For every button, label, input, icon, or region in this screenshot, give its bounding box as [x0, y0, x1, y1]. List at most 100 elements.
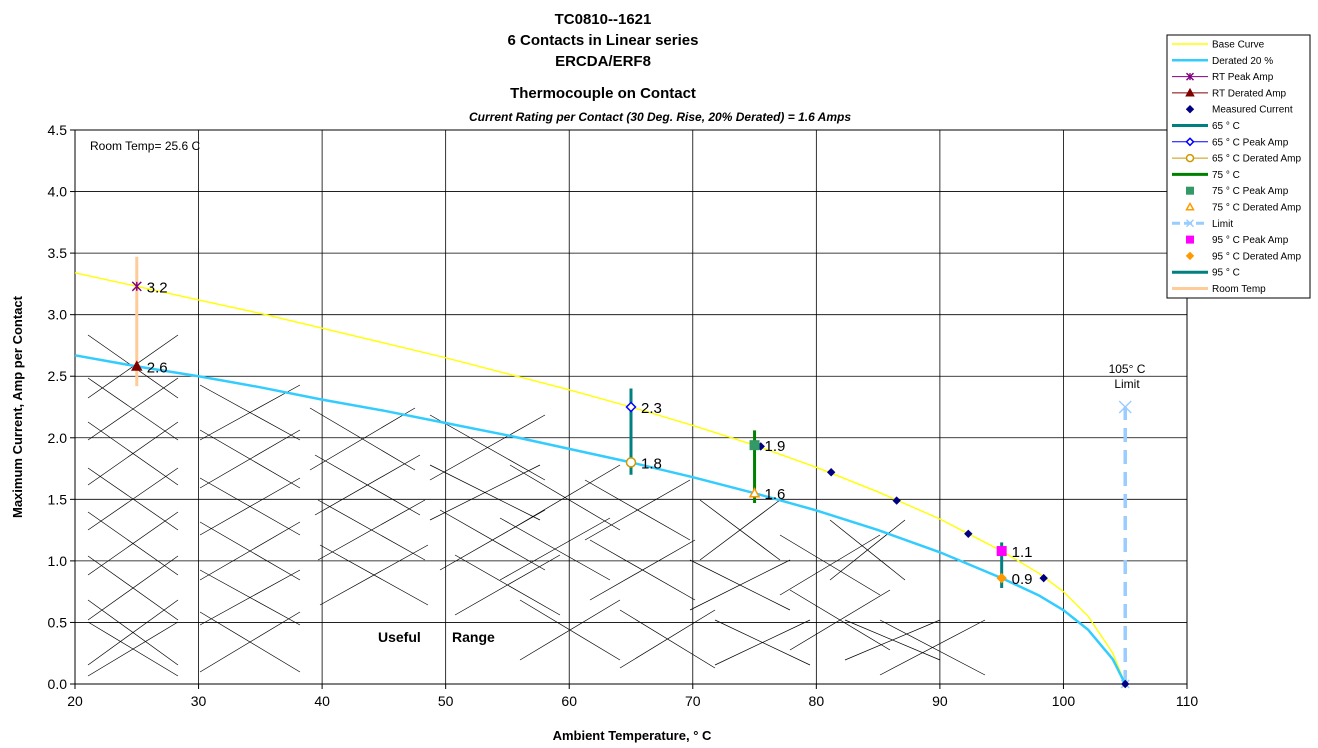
limit-note-line-1: 105° C: [1109, 362, 1146, 376]
series-75-c-peak-amp-point: [749, 440, 760, 451]
legend-symbol: [1172, 87, 1208, 97]
series-measured-current-point: [1121, 679, 1130, 689]
series-limit-marker: [1118, 400, 1132, 414]
hatch-line: [589, 539, 696, 601]
x-tick-label: 90: [932, 693, 948, 709]
legend-symbol: [1172, 153, 1208, 163]
chart-title-line-4: Thermocouple on Contact: [510, 85, 696, 102]
data-label: 1.8: [641, 455, 662, 472]
chart-titles: TC0810--1621 6 Contacts in Linear series…: [469, 11, 851, 124]
hatch-line: [87, 555, 179, 621]
hatch-line: [199, 569, 301, 626]
hatch-line: [509, 464, 621, 531]
x-tick-label: 110: [1176, 693, 1199, 709]
y-tick-label: 3.0: [48, 307, 68, 323]
grid: [74, 129, 1188, 685]
y-tick-label: 2.5: [48, 368, 68, 384]
hatch-line: [879, 619, 986, 676]
axis-ticks: 20 30 40 50 60 70 80 90 100 110 0.0 0.5 1.0 1.5 2.0 2.5…: [48, 122, 1199, 709]
legend-symbol: [1186, 235, 1194, 244]
hatch-line: [619, 609, 716, 669]
legend-label: 65 ° C Peak Amp: [1212, 137, 1289, 148]
data-label: 1.1: [1012, 544, 1033, 561]
legend-marker: [1185, 251, 1195, 261]
legend-marker: [1185, 201, 1195, 211]
hatch-line: [829, 519, 906, 581]
data-label: 2.3: [641, 400, 662, 417]
data-label: 1.6: [765, 486, 786, 503]
hatch-line: [789, 589, 891, 651]
legend-label: Limit: [1212, 219, 1233, 230]
hatch-line: [87, 621, 179, 677]
hatch-line: [317, 499, 426, 561]
chart-title-line-2: 6 Contacts in Linear series: [508, 32, 699, 49]
y-tick-label: 1.0: [48, 553, 68, 569]
chart-title-line-3: ERCDA/ERF8: [555, 53, 651, 70]
x-tick-label: 30: [191, 693, 207, 709]
legend-symbol: [1185, 251, 1195, 261]
chart-title-line-1: TC0810--1621: [555, 11, 652, 28]
series-65-c-derated-amp-point: [625, 457, 637, 468]
useful-label: Useful: [378, 629, 421, 645]
data-label: 0.9: [1012, 571, 1033, 588]
room-temp-note: Room Temp= 25.6 C: [90, 139, 201, 153]
series-derated-20: [74, 354, 1127, 685]
hatch-line: [314, 454, 421, 516]
legend: Base Curve Derated 20 % RT Peak Amp RT Dera…: [1166, 34, 1311, 299]
hatch-line: [87, 511, 179, 576]
series-measured-current-point: [964, 529, 973, 539]
series-measured-current-point: [826, 468, 836, 477]
legend-label: Room Temp: [1212, 284, 1266, 295]
x-tick-label: 60: [561, 693, 577, 709]
series-measured-current-point: [1039, 573, 1048, 583]
legend-label: 75 ° C Peak Amp: [1212, 186, 1289, 197]
hatch-line: [199, 429, 301, 489]
series-95-c-peak-amp-point: [996, 546, 1007, 557]
legend-marker: [1186, 72, 1194, 81]
legend-marker: [1186, 235, 1194, 244]
y-tick-label: 0.0: [48, 676, 68, 692]
data-label: 1.9: [765, 438, 786, 455]
hatch-line: [519, 599, 621, 661]
legend-label: RT Derated Amp: [1212, 88, 1287, 99]
hatch-line: [87, 599, 179, 666]
legend-label: 95 ° C Derated Amp: [1212, 251, 1301, 262]
legend-marker: [1185, 153, 1195, 163]
hatch-line: [779, 534, 881, 596]
y-tick-label: 1.5: [48, 491, 68, 507]
legend-label: 95 ° C: [1212, 268, 1240, 279]
limit-note-line-2: Limit: [1114, 377, 1140, 391]
legend-symbol: [1185, 104, 1195, 114]
hatch-line: [199, 384, 301, 441]
x-tick-label: 20: [67, 693, 83, 709]
y-tick-label: 0.5: [48, 614, 68, 630]
data-label: 3.2: [147, 279, 168, 296]
x-tick-label: 70: [685, 693, 701, 709]
series-rt-peak-amp-point: [131, 281, 142, 292]
hatch-line: [87, 377, 179, 441]
y-tick-label: 3.5: [48, 245, 68, 261]
legend-label: 65 ° C: [1212, 121, 1240, 132]
x-tick-label: 100: [1052, 693, 1076, 709]
legend-marker: [1186, 186, 1194, 195]
series-layer: [74, 256, 1132, 689]
hatch-line: [309, 407, 416, 471]
legend-label: Derated 20 %: [1212, 56, 1273, 67]
series-base-curve: [74, 272, 1126, 685]
legend-label: 95 ° C Peak Amp: [1212, 235, 1289, 246]
y-tick-label: 4.0: [48, 184, 68, 200]
hatch-line: [199, 611, 301, 673]
hatch-line: [87, 421, 179, 486]
series-measured-current-point: [892, 496, 901, 505]
x-axis-title: Ambient Temperature, ° C: [553, 728, 712, 743]
legend-label: 75 ° C Derated Amp: [1212, 203, 1301, 214]
legend-label: Base Curve: [1212, 40, 1265, 51]
legend-symbol: [1172, 219, 1208, 228]
legend-symbol: [1172, 72, 1208, 81]
series-rt-derated-amp-point: [131, 360, 143, 371]
x-tick-label: 80: [809, 693, 825, 709]
chart-subtitle: Current Rating per Contact (30 Deg. Rise…: [469, 110, 851, 124]
range-label: Range: [452, 629, 495, 645]
hatch-line: [199, 521, 301, 581]
